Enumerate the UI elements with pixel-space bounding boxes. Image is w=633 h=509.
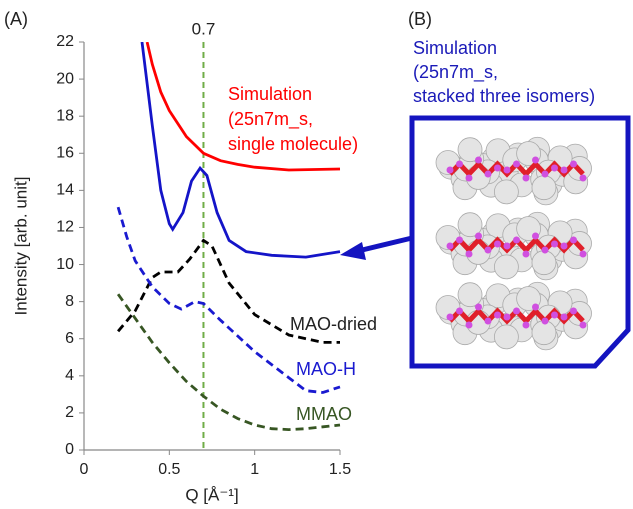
atom-ball <box>475 157 482 164</box>
atom-ball <box>485 247 492 254</box>
figure: (A)(B)Simulation(25n7m_s,stacked three i… <box>0 0 633 509</box>
atom-ball <box>523 175 530 182</box>
atom-ball <box>580 322 587 329</box>
panel-label: (A) <box>4 9 28 29</box>
atom-ball <box>456 308 463 315</box>
atom-ball <box>485 171 492 178</box>
arrow-head <box>340 242 366 260</box>
y-tick-label: 14 <box>56 182 74 199</box>
atom-ball <box>532 157 539 164</box>
atom-ball <box>494 312 501 319</box>
atom-ball <box>513 161 520 168</box>
atom-ball <box>494 241 501 248</box>
atom-ball <box>475 304 482 311</box>
atom-ball <box>466 175 473 182</box>
x-tick-label: 0 <box>80 461 89 478</box>
atom-ball <box>551 165 558 172</box>
atom-sphere <box>532 251 556 275</box>
y-tick-label: 22 <box>56 33 74 50</box>
series-label: Simulation <box>228 84 312 104</box>
atom-ball <box>447 167 454 174</box>
atom-ball <box>466 251 473 258</box>
y-tick-label: 2 <box>65 404 74 421</box>
atom-ball <box>561 167 568 174</box>
y-tick-label: 4 <box>65 367 74 384</box>
x-axis-label: Q [Å⁻¹] <box>185 485 238 504</box>
atom-ball <box>504 243 511 250</box>
y-tick-label: 20 <box>56 70 74 87</box>
atom-ball <box>485 318 492 325</box>
atom-sphere <box>494 255 518 279</box>
y-tick-label: 6 <box>65 330 74 347</box>
atom-ball <box>523 322 530 329</box>
atom-ball <box>542 247 549 254</box>
atom-sphere <box>532 176 556 200</box>
reference-label: 0.7 <box>192 19 216 38</box>
atom-ball <box>551 312 558 319</box>
atom-ball <box>466 322 473 329</box>
arrow-shaft <box>358 238 412 251</box>
molecule-image <box>436 137 592 350</box>
atom-ball <box>456 237 463 244</box>
atom-sphere <box>494 325 518 349</box>
atom-ball <box>532 304 539 311</box>
atom-ball <box>523 251 530 258</box>
atom-ball <box>570 308 577 315</box>
atom-ball <box>551 241 558 248</box>
atom-ball <box>447 314 454 321</box>
atom-ball <box>532 233 539 240</box>
y-tick-label: 8 <box>65 293 74 310</box>
atom-ball <box>542 171 549 178</box>
atom-ball <box>456 161 463 168</box>
x-tick-label: 0.5 <box>158 461 180 478</box>
atom-ball <box>542 318 549 325</box>
series-label: single molecule) <box>228 134 358 154</box>
atom-sphere <box>458 283 482 307</box>
series-label: MMAO <box>296 404 352 424</box>
atom-ball <box>504 167 511 174</box>
y-tick-label: 18 <box>56 107 74 124</box>
panel-label: (B) <box>408 9 432 29</box>
y-tick-label: 12 <box>56 219 74 236</box>
x-tick-label: 1.5 <box>329 461 351 478</box>
atom-sphere <box>494 180 518 204</box>
atom-ball <box>561 314 568 321</box>
atom-ball <box>447 243 454 250</box>
atom-ball <box>570 237 577 244</box>
atom-ball <box>580 251 587 258</box>
series-label: MAO-dried <box>290 314 377 334</box>
atom-ball <box>475 233 482 240</box>
panel-b-title: Simulation <box>413 38 497 58</box>
x-tick-label: 1 <box>250 461 259 478</box>
atom-ball <box>570 161 577 168</box>
atom-ball <box>494 165 501 172</box>
atom-ball <box>504 314 511 321</box>
series-label: (25n7m_s, <box>228 109 313 130</box>
y-axis-label: Intensity [arb. unit] <box>11 177 30 316</box>
y-tick-label: 10 <box>56 256 74 273</box>
panel-b-title: stacked three isomers) <box>413 86 595 106</box>
atom-ball <box>580 175 587 182</box>
y-tick-label: 0 <box>65 441 74 458</box>
atom-ball <box>513 237 520 244</box>
series-label: MAO-H <box>296 359 356 379</box>
atom-ball <box>561 243 568 250</box>
y-tick-label: 16 <box>56 144 74 161</box>
atom-ball <box>513 308 520 315</box>
panel-b-title: (25n7m_s, <box>413 62 498 83</box>
